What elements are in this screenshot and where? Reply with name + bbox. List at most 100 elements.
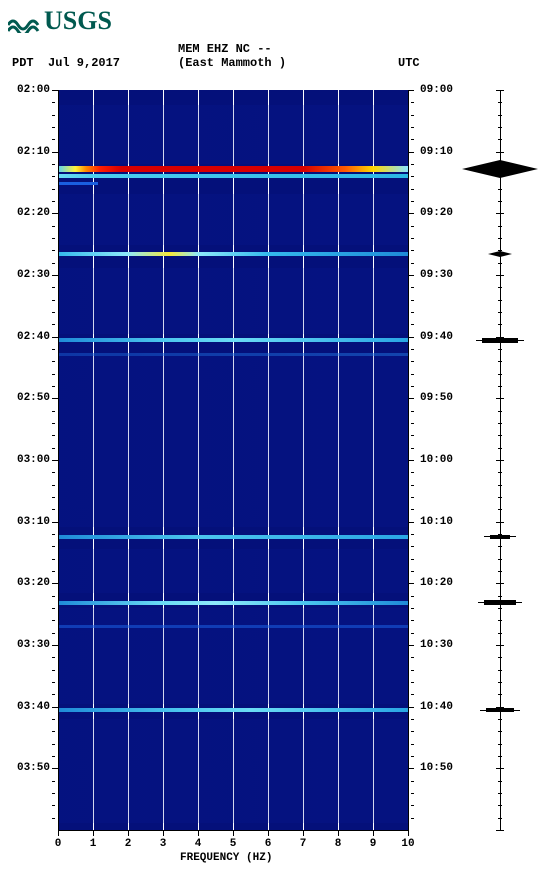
trace-tick (498, 682, 502, 683)
x-tick-label: 7 (300, 838, 307, 850)
noise-band (58, 356, 408, 526)
x-tick-mark (163, 830, 164, 836)
spectrogram-event (58, 625, 408, 628)
y-tick-minor (411, 324, 414, 325)
y-tick-minor (411, 682, 414, 683)
y-tick-minor (52, 534, 55, 535)
y-tick-marks-left (52, 90, 58, 830)
x-tick-label: 10 (401, 838, 414, 850)
trace-tick (498, 485, 502, 486)
y-tick-minor (411, 250, 414, 251)
y-tick-major (408, 522, 414, 523)
right-time-label: 09:30 (420, 269, 453, 281)
y-tick-minor (52, 633, 55, 634)
seismo-burst (462, 160, 538, 178)
right-time-label: 10:20 (420, 577, 453, 589)
y-tick-minor (411, 534, 414, 535)
trace-tick (498, 620, 502, 621)
y-tick-minor (52, 263, 55, 264)
station-line1: MEM EHZ NC -- (178, 42, 272, 56)
left-time-label: 02:00 (17, 84, 50, 96)
spectrogram-event (58, 601, 408, 605)
y-tick-minor (411, 189, 414, 190)
y-tick-minor (52, 139, 55, 140)
trace-tick (498, 608, 502, 609)
y-tick-minor (411, 361, 414, 362)
y-tick-minor (411, 485, 414, 486)
trace-tick (496, 275, 504, 276)
trace-tick (498, 596, 502, 597)
y-tick-major (52, 768, 58, 769)
trace-tick (498, 472, 502, 473)
trace-tick (498, 312, 502, 313)
trace-tick (496, 213, 504, 214)
y-tick-major (52, 460, 58, 461)
y-tick-minor (411, 176, 414, 177)
left-time-label: 03:20 (17, 577, 50, 589)
y-tick-minor (411, 744, 414, 745)
trace-tick (498, 744, 502, 745)
spectrogram-event (58, 338, 408, 342)
seismo-burst (482, 338, 518, 343)
left-tz-label: PDT (12, 56, 34, 70)
y-tick-minor (411, 201, 414, 202)
y-tick-minor (411, 756, 414, 757)
y-tick-minor (52, 349, 55, 350)
noise-band (58, 719, 408, 823)
y-tick-major (408, 583, 414, 584)
y-tick-minor (52, 608, 55, 609)
left-time-label: 02:50 (17, 392, 50, 404)
date-label: Jul 9,2017 (48, 56, 120, 70)
y-tick-minor (411, 448, 414, 449)
y-tick-minor (52, 423, 55, 424)
x-tick-label: 1 (90, 838, 97, 850)
y-tick-minor (52, 781, 55, 782)
x-tick-label: 0 (55, 838, 62, 850)
x-tick-label: 6 (265, 838, 272, 850)
y-tick-minor (411, 312, 414, 313)
y-tick-minor (411, 694, 414, 695)
y-tick-minor (52, 226, 55, 227)
trace-tick (498, 423, 502, 424)
right-tz-label: UTC (398, 56, 420, 70)
y-tick-minor (52, 793, 55, 794)
y-tick-major (52, 398, 58, 399)
left-time-label: 03:40 (17, 701, 50, 713)
y-tick-minor (411, 781, 414, 782)
y-tick-minor (52, 164, 55, 165)
trace-tick (498, 781, 502, 782)
x-tick-mark (303, 830, 304, 836)
y-tick-minor (411, 472, 414, 473)
trace-tick (498, 201, 502, 202)
right-time-label: 10:40 (420, 701, 453, 713)
y-tick-minor (411, 793, 414, 794)
noise-band (58, 608, 408, 704)
y-tick-minor (411, 263, 414, 264)
trace-tick (498, 633, 502, 634)
y-tick-minor (411, 571, 414, 572)
y-tick-minor (52, 250, 55, 251)
y-tick-minor (52, 497, 55, 498)
y-tick-major (408, 275, 414, 276)
seismo-burst-tail (476, 340, 482, 341)
y-tick-minor (411, 596, 414, 597)
y-tick-minor (411, 608, 414, 609)
y-tick-minor (52, 189, 55, 190)
station-line2: (East Mammoth ) (178, 56, 286, 70)
trace-tick (498, 374, 502, 375)
y-tick-minor (411, 411, 414, 412)
trace-tick (498, 571, 502, 572)
right-time-label: 09:10 (420, 146, 453, 158)
trace-tick (498, 818, 502, 819)
left-time-label: 02:10 (17, 146, 50, 158)
trace-tick (498, 448, 502, 449)
seismo-burst (490, 535, 510, 539)
y-tick-minor (411, 559, 414, 560)
y-tick-minor (52, 201, 55, 202)
right-time-label: 09:20 (420, 207, 453, 219)
right-time-label: 09:40 (420, 331, 453, 343)
y-tick-major (408, 768, 414, 769)
y-tick-minor (411, 287, 414, 288)
y-tick-minor (411, 546, 414, 547)
spectrogram-event (58, 166, 408, 172)
